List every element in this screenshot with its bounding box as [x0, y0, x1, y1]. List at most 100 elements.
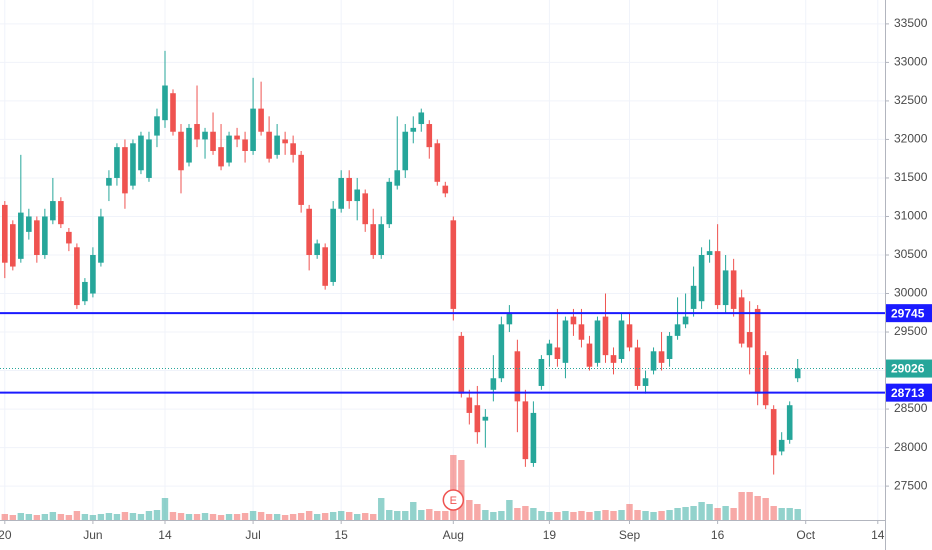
candle-body: [298, 154, 304, 205]
last-price-label: 29026: [891, 362, 925, 376]
volume-bar: [161, 498, 169, 520]
volume-bar: [570, 512, 577, 520]
level-label: 29745: [891, 306, 925, 320]
candle-body: [498, 324, 505, 379]
volume-bar: [674, 508, 681, 520]
volume-bar: [113, 514, 121, 520]
volume-bar: [73, 511, 81, 520]
volume-bar: [594, 511, 601, 520]
volume-pane: [1, 455, 801, 520]
candle-body: [394, 170, 401, 186]
volume-bar: [434, 511, 441, 520]
candle-body: [58, 201, 64, 225]
volume-bar: [209, 514, 217, 520]
volume-bar: [57, 514, 65, 520]
volume-bar: [105, 513, 113, 520]
candle-body: [602, 316, 609, 356]
candle-body: [562, 320, 569, 363]
volume-bar: [249, 511, 257, 520]
volume-bar: [650, 512, 657, 520]
y-tick-label: 30000: [894, 286, 928, 300]
candle-body: [18, 212, 24, 259]
candle-body: [738, 297, 745, 344]
volume-bar: [706, 504, 713, 520]
volume-bar: [201, 513, 209, 520]
y-tick-label: 29500: [894, 324, 928, 338]
volume-bar: [370, 514, 377, 520]
volume-bar: [690, 506, 697, 520]
candle-body: [514, 351, 521, 402]
candle-body: [130, 143, 136, 186]
volume-bar: [530, 508, 537, 520]
volume-bar: [129, 513, 137, 520]
volume-bar: [137, 514, 145, 520]
candle-body: [754, 308, 761, 394]
y-tick-label: 27500: [894, 478, 928, 492]
volume-bar: [794, 509, 801, 520]
volume-bar: [177, 513, 185, 520]
volume-bar: [305, 511, 313, 520]
volume-bar: [610, 511, 617, 520]
candle-body: [322, 247, 328, 286]
volume-bar: [514, 508, 521, 520]
volume-bar: [394, 511, 401, 520]
volume-bar: [682, 507, 689, 520]
volume-bar: [362, 513, 369, 520]
candle-body: [450, 220, 457, 309]
candle-body: [242, 139, 248, 151]
candle-body: [682, 316, 689, 325]
candle-body: [538, 358, 545, 386]
volume-bar: [17, 513, 25, 520]
volume-bar: [634, 510, 641, 520]
volume-bar: [618, 510, 625, 520]
volume-bar: [562, 511, 569, 520]
volume-bar: [498, 511, 505, 520]
candle-body: [138, 135, 144, 171]
candle-body: [634, 347, 641, 386]
event-label: E: [450, 495, 457, 507]
candle-body: [266, 131, 272, 159]
candle-body: [66, 231, 72, 244]
y-tick-label: 28500: [894, 401, 928, 415]
candle-body: [730, 270, 737, 309]
candle-body: [90, 254, 96, 294]
candle-body: [746, 332, 753, 348]
volume-bar: [506, 500, 513, 520]
y-tick-label: 33500: [894, 16, 928, 30]
candle-body: [202, 131, 208, 140]
candle-body: [522, 401, 529, 460]
volume-bar: [386, 510, 393, 520]
volume-bar: [698, 502, 705, 520]
level-label-bg: [886, 383, 932, 402]
volume-bar: [378, 498, 385, 520]
candle-body: [98, 216, 104, 263]
candle-body: [122, 147, 128, 194]
volume-bar: [666, 510, 673, 520]
candle-body: [570, 316, 577, 325]
candle-body: [370, 224, 377, 255]
candle-body: [642, 378, 649, 386]
x-tick-label: 20: [0, 528, 12, 542]
candle-body: [418, 112, 425, 125]
volume-bar: [241, 513, 249, 520]
volume-bar: [233, 514, 241, 520]
candle-body: [458, 335, 465, 394]
candle-body: [26, 216, 32, 232]
x-tick-label: Oct: [796, 528, 815, 542]
volume-bar: [65, 515, 73, 520]
candle-body: [698, 254, 705, 302]
candle-body: [282, 139, 288, 144]
candle-body: [626, 324, 633, 348]
volume-bar: [738, 492, 745, 520]
candle-body: [186, 127, 192, 163]
volume-bar: [554, 512, 561, 520]
candle-body: [770, 409, 777, 456]
candles: [2, 50, 801, 475]
candle-body: [234, 135, 240, 140]
volume-bar: [762, 498, 769, 520]
candle-body: [170, 93, 176, 132]
volume-bar: [546, 512, 553, 520]
candle-body: [674, 324, 681, 336]
candle-body: [650, 351, 657, 371]
